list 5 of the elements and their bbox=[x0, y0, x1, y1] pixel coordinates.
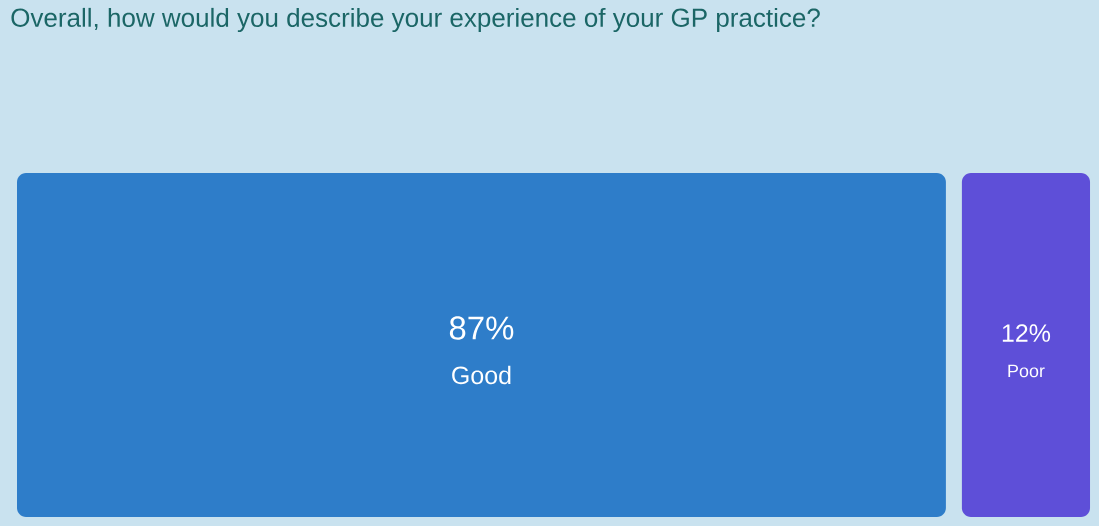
category-label: Poor bbox=[1008, 364, 1045, 378]
data-label: 12% bbox=[1002, 324, 1051, 342]
category-label: Good bbox=[452, 365, 511, 385]
data-label: 87% bbox=[449, 316, 514, 340]
text: Overall, how would you describe your experience of your GP practice? bbox=[11, 7, 820, 33]
